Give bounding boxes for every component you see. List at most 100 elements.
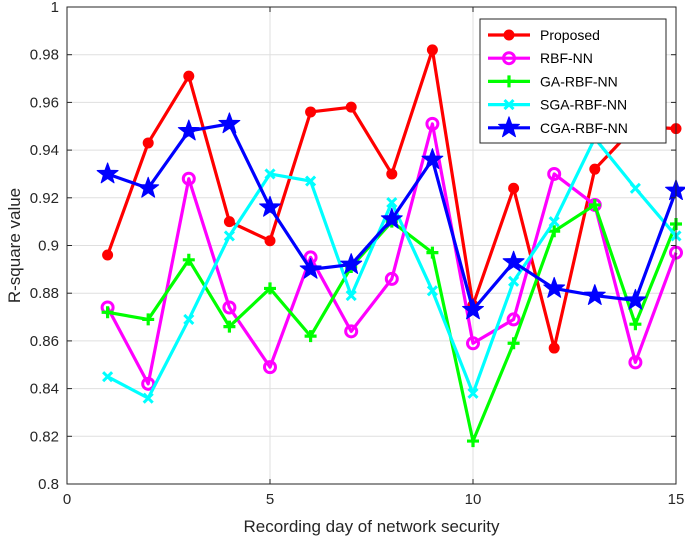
series-proposed	[102, 44, 682, 354]
data-point-sga-rbf-nn	[102, 371, 114, 383]
data-point-ga-rbf-nn	[548, 225, 561, 238]
data-point-ga-rbf-nn	[507, 337, 520, 350]
series-layer	[96, 44, 685, 448]
data-point-proposed	[386, 168, 398, 180]
legend-label-cga-rbf-nn: CGA-RBF-NN	[540, 120, 628, 136]
y-tick-label: 0.8	[38, 476, 59, 493]
data-point-cga-rbf-nn	[583, 284, 606, 305]
legend-marker-cga-rbf-nn	[498, 116, 520, 138]
x-tick-label: 5	[266, 491, 274, 508]
legend-entry-rbf-nn: RBF-NN	[488, 50, 593, 66]
data-point-cga-rbf-nn	[340, 253, 363, 274]
legend: Proposed RBF-NN GA-RBF-NN SGA-RBF-NN CGA-RBF…	[479, 18, 667, 144]
data-point-rbf-nn	[263, 360, 277, 375]
data-point-ga-rbf-nn	[304, 330, 317, 343]
ticks-layer: 0.80.820.840.860.880.90.920.940.960.9810…	[30, 0, 685, 508]
data-point-cga-rbf-nn	[259, 195, 281, 217]
data-point-cga-rbf-nn	[137, 176, 160, 198]
data-point-ga-rbf-nn	[426, 246, 439, 259]
data-point-sga-rbf-nn	[142, 392, 154, 404]
y-tick-label: 0.9	[38, 238, 59, 255]
y-axis-title: R-square value	[5, 188, 24, 303]
y-tick-label: 0.84	[30, 381, 59, 398]
y-tick-label: 0.86	[30, 333, 59, 350]
y-tick-label: 0.94	[30, 142, 59, 159]
legend-marker-sga-rbf-nn	[503, 99, 515, 111]
data-point-proposed	[426, 44, 438, 56]
data-point-sga-rbf-nn	[305, 175, 317, 187]
series-line-rbf-nn	[106, 122, 678, 386]
data-point-rbf-nn	[547, 166, 562, 181]
data-point-rbf-nn	[506, 312, 521, 327]
data-point-proposed	[548, 342, 560, 354]
data-point-sga-rbf-nn	[223, 230, 235, 242]
data-point-proposed	[345, 101, 357, 113]
data-point-rbf-nn	[344, 324, 359, 339]
data-point-rbf-nn	[425, 116, 440, 131]
data-point-sga-rbf-nn	[467, 387, 479, 399]
data-point-rbf-nn	[222, 300, 237, 315]
data-point-cga-rbf-nn	[543, 276, 566, 298]
y-tick-label: 0.92	[30, 190, 59, 207]
y-tick-label: 0.96	[30, 94, 59, 111]
data-point-proposed	[264, 235, 276, 247]
data-point-proposed	[305, 106, 317, 118]
data-point-proposed	[508, 182, 520, 194]
data-point-sga-rbf-nn	[183, 313, 195, 325]
data-point-cga-rbf-nn	[462, 298, 484, 320]
data-point-cga-rbf-nn	[421, 148, 444, 170]
data-point-sga-rbf-nn	[426, 285, 438, 297]
data-point-cga-rbf-nn	[299, 257, 322, 279]
legend-marker-ga-rbf-nn	[503, 75, 515, 88]
data-point-cga-rbf-nn	[218, 112, 241, 134]
legend-entry-proposed: Proposed	[488, 27, 600, 43]
series-cga-rbf-nn	[96, 112, 685, 320]
y-tick-label: 0.88	[30, 285, 59, 302]
data-point-sga-rbf-nn	[345, 290, 357, 302]
data-point-sga-rbf-nn	[548, 216, 560, 228]
y-tick-label: 0.98	[30, 47, 59, 64]
data-point-ga-rbf-nn	[629, 318, 642, 331]
legend-entry-ga-rbf-nn: GA-RBF-NN	[488, 73, 618, 89]
legend-marker-proposed	[503, 29, 515, 41]
data-point-proposed	[142, 137, 154, 149]
legend-entry-sga-rbf-nn: SGA-RBF-NN	[488, 97, 627, 113]
y-tick-label: 1	[51, 0, 59, 16]
data-point-proposed	[589, 163, 601, 175]
data-point-cga-rbf-nn	[96, 162, 119, 184]
x-tick-label: 15	[668, 491, 685, 508]
data-point-rbf-nn	[628, 355, 643, 370]
data-point-cga-rbf-nn	[177, 119, 200, 141]
data-point-proposed	[183, 70, 195, 82]
data-point-ga-rbf-nn	[467, 435, 479, 448]
data-point-sga-rbf-nn	[386, 197, 398, 209]
legend-label-ga-rbf-nn: GA-RBF-NN	[540, 73, 618, 89]
data-point-ga-rbf-nn	[223, 320, 236, 333]
data-point-rbf-nn	[466, 336, 480, 351]
data-point-ga-rbf-nn	[182, 253, 195, 266]
x-tick-label: 0	[63, 491, 71, 508]
data-point-cga-rbf-nn	[502, 250, 525, 272]
data-point-rbf-nn	[141, 376, 156, 391]
legend-marker-rbf-nn	[502, 51, 516, 66]
data-point-cga-rbf-nn	[624, 288, 647, 310]
legend-entry-cga-rbf-nn: CGA-RBF-NN	[488, 116, 628, 138]
data-point-sga-rbf-nn	[264, 168, 276, 180]
data-point-rbf-nn	[181, 171, 196, 186]
data-point-ga-rbf-nn	[264, 282, 276, 295]
data-point-ga-rbf-nn	[101, 306, 114, 319]
data-point-sga-rbf-nn	[508, 275, 520, 287]
data-point-proposed	[102, 249, 114, 261]
x-axis-title: Recording day of network security	[243, 517, 500, 536]
legend-label-rbf-nn: RBF-NN	[540, 50, 593, 66]
legend-label-proposed: Proposed	[540, 27, 600, 43]
legend-label-sga-rbf-nn: SGA-RBF-NN	[540, 97, 627, 113]
data-point-ga-rbf-nn	[142, 313, 155, 326]
data-point-sga-rbf-nn	[629, 182, 641, 194]
data-point-proposed	[223, 216, 235, 228]
y-tick-label: 0.82	[30, 428, 59, 445]
x-tick-label: 10	[465, 491, 482, 508]
data-point-rbf-nn	[384, 271, 399, 286]
